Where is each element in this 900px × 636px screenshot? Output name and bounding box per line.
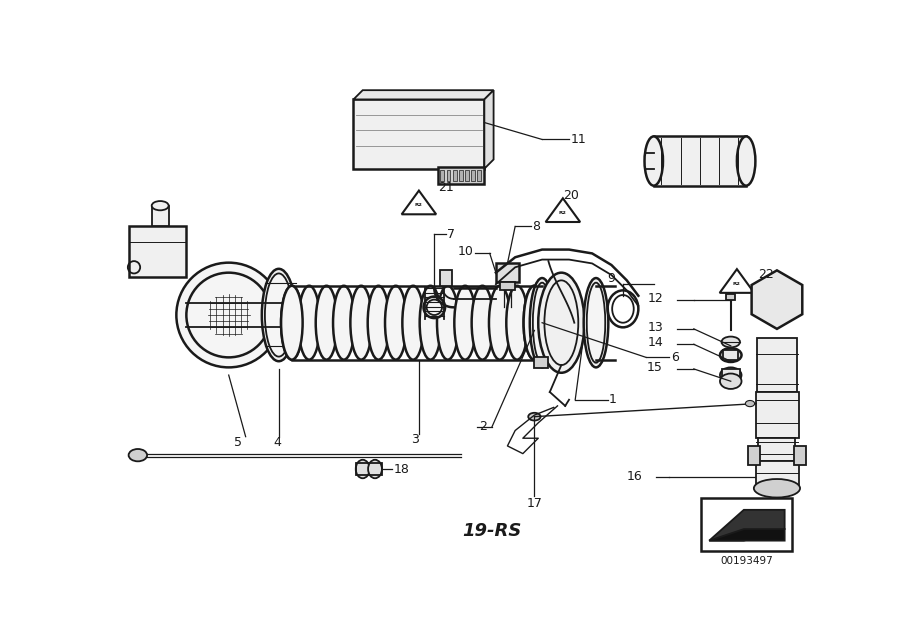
Text: ᴿ²: ᴿ²: [559, 210, 567, 219]
Ellipse shape: [424, 296, 446, 318]
Ellipse shape: [754, 479, 800, 497]
Ellipse shape: [186, 273, 271, 357]
Polygon shape: [484, 90, 493, 169]
Bar: [496, 263, 519, 282]
Ellipse shape: [129, 449, 147, 461]
Ellipse shape: [368, 460, 382, 478]
Ellipse shape: [356, 460, 370, 478]
Bar: [748, 446, 760, 465]
Bar: [438, 167, 484, 184]
Text: 16: 16: [626, 470, 643, 483]
Text: ᴿ²: ᴿ²: [733, 281, 741, 290]
Ellipse shape: [737, 136, 755, 186]
Ellipse shape: [524, 286, 545, 360]
Text: 11: 11: [571, 133, 586, 146]
Bar: [701, 498, 792, 551]
Text: 7: 7: [447, 228, 455, 240]
Ellipse shape: [265, 273, 292, 357]
Bar: [440, 170, 445, 181]
Ellipse shape: [720, 348, 742, 362]
Ellipse shape: [281, 286, 302, 360]
Bar: [794, 446, 806, 465]
Bar: [500, 282, 515, 289]
Polygon shape: [752, 270, 802, 329]
Bar: [472, 170, 475, 181]
Text: 12: 12: [647, 291, 663, 305]
Bar: [446, 170, 451, 181]
Text: 17: 17: [526, 497, 543, 510]
Ellipse shape: [333, 286, 355, 360]
Polygon shape: [354, 90, 493, 99]
Ellipse shape: [489, 286, 510, 360]
Ellipse shape: [528, 413, 541, 420]
Bar: [722, 369, 740, 381]
Ellipse shape: [507, 286, 528, 360]
Text: 00193497: 00193497: [721, 556, 773, 567]
Bar: [356, 463, 382, 475]
Ellipse shape: [385, 286, 407, 360]
Bar: [757, 338, 797, 392]
Text: 5: 5: [234, 436, 242, 448]
Ellipse shape: [262, 269, 296, 361]
Text: 13: 13: [647, 321, 663, 334]
Text: 3: 3: [411, 433, 419, 446]
Ellipse shape: [530, 278, 554, 368]
Ellipse shape: [722, 336, 740, 347]
Text: 15: 15: [647, 361, 663, 374]
Bar: [152, 205, 168, 226]
Ellipse shape: [152, 201, 168, 211]
Polygon shape: [709, 510, 785, 541]
Ellipse shape: [368, 286, 390, 360]
Ellipse shape: [402, 286, 424, 360]
Ellipse shape: [176, 263, 281, 368]
Ellipse shape: [584, 278, 608, 368]
Text: 4: 4: [274, 436, 281, 448]
Text: 18: 18: [393, 462, 410, 476]
Ellipse shape: [316, 286, 338, 360]
Text: 22: 22: [758, 268, 773, 282]
Ellipse shape: [720, 368, 742, 383]
Bar: [477, 170, 482, 181]
Ellipse shape: [533, 282, 552, 363]
Ellipse shape: [427, 300, 442, 315]
Ellipse shape: [587, 282, 605, 363]
Bar: [440, 270, 452, 286]
Bar: [759, 438, 796, 461]
Text: 2: 2: [479, 420, 487, 433]
Bar: [453, 170, 456, 181]
Ellipse shape: [350, 286, 372, 360]
Ellipse shape: [720, 373, 742, 389]
Ellipse shape: [419, 286, 441, 360]
Polygon shape: [709, 529, 785, 541]
Text: 1: 1: [609, 393, 617, 406]
Bar: [756, 392, 798, 438]
Ellipse shape: [281, 286, 302, 360]
Bar: [653, 136, 746, 186]
Bar: [465, 170, 469, 181]
Ellipse shape: [538, 273, 584, 373]
Bar: [756, 461, 798, 488]
Bar: [723, 350, 738, 361]
Text: 10: 10: [457, 245, 473, 258]
Text: ᴿ²: ᴿ²: [415, 202, 423, 211]
Bar: [459, 170, 463, 181]
Ellipse shape: [454, 286, 476, 360]
Text: 20: 20: [562, 189, 579, 202]
Bar: [535, 357, 548, 368]
Ellipse shape: [437, 286, 459, 360]
Ellipse shape: [524, 286, 545, 360]
Text: 9: 9: [608, 272, 616, 284]
Ellipse shape: [472, 286, 493, 360]
Bar: [726, 294, 735, 300]
Bar: [129, 226, 186, 277]
Ellipse shape: [299, 286, 320, 360]
Text: 14: 14: [647, 336, 663, 349]
Bar: [354, 99, 484, 169]
Ellipse shape: [745, 401, 754, 406]
Text: 21: 21: [438, 181, 454, 195]
Ellipse shape: [644, 136, 663, 186]
Text: 6: 6: [671, 351, 680, 364]
Text: 8: 8: [532, 220, 540, 233]
Text: 19-RS: 19-RS: [463, 522, 522, 539]
